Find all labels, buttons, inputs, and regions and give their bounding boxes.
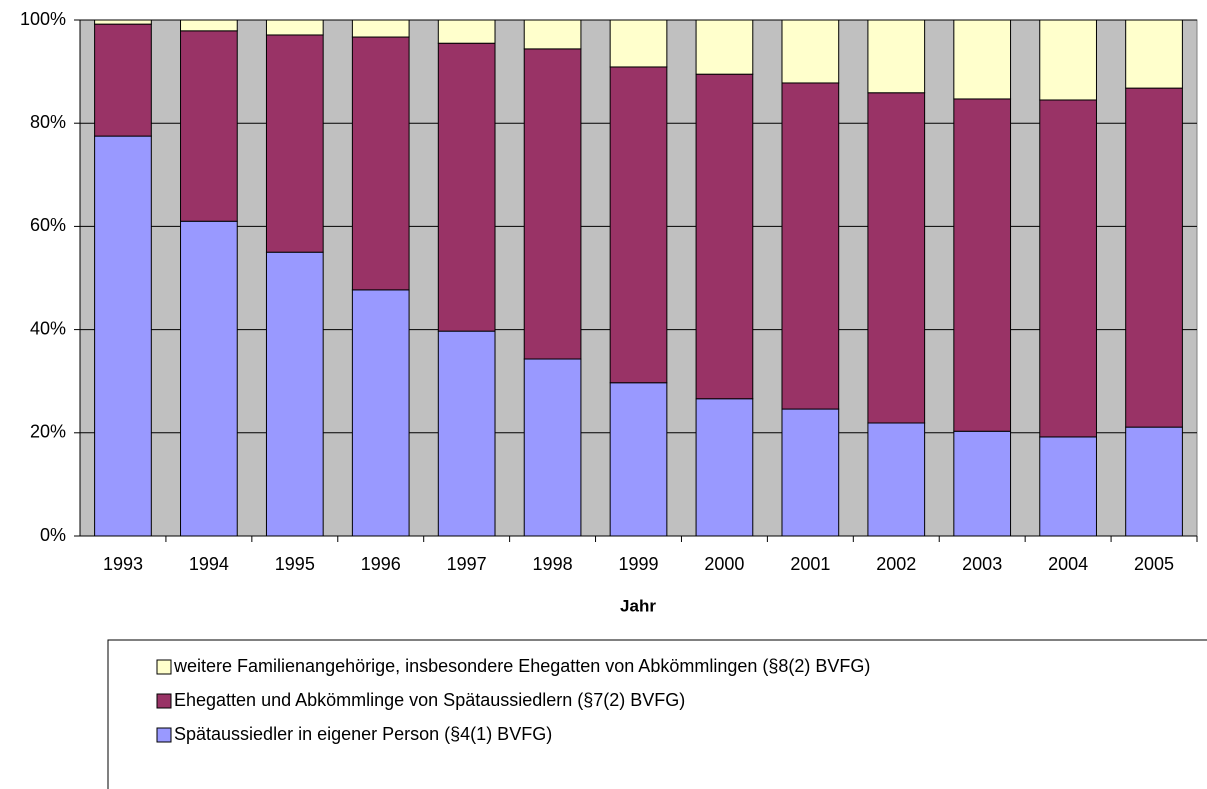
- bar-segment: [609, 382, 668, 537]
- x-tick-label: 2001: [790, 554, 830, 574]
- bar-segment: [953, 98, 1012, 432]
- bar-segment: [94, 19, 152, 25]
- bar-segment: [180, 30, 238, 222]
- x-tick-label: 1996: [361, 554, 401, 574]
- bar-segment: [351, 289, 410, 537]
- bar-segment: [351, 36, 410, 291]
- bar-segment: [609, 19, 668, 68]
- x-tick-label: 1995: [275, 554, 315, 574]
- bar-segment: [437, 330, 496, 537]
- x-tick-label: 2003: [962, 554, 1002, 574]
- bar-segment: [351, 19, 410, 38]
- y-tick-label: 20%: [30, 422, 66, 442]
- x-tick-label: 1999: [618, 554, 658, 574]
- bar-segment: [695, 73, 754, 400]
- bar-segment: [523, 48, 582, 360]
- bar-segment: [1039, 436, 1097, 537]
- bar-segment: [609, 66, 668, 384]
- x-tick-label: 2004: [1048, 554, 1088, 574]
- x-axis-title: Jahr: [620, 596, 656, 615]
- bar-segment: [953, 19, 1012, 100]
- bar-segment: [523, 358, 582, 537]
- bar-segment: [953, 430, 1012, 537]
- bar-segment: [1039, 99, 1097, 438]
- bar-segment: [94, 135, 152, 537]
- bar-segment: [265, 251, 324, 537]
- bar-segment: [1039, 19, 1097, 101]
- bar-segment: [781, 19, 840, 84]
- legend-swatch: [156, 659, 172, 675]
- bar-segment: [1125, 19, 1183, 89]
- y-tick-label: 80%: [30, 112, 66, 132]
- bar-segment: [265, 34, 324, 253]
- bar-segment: [781, 82, 840, 410]
- x-tick-label: 1993: [103, 554, 143, 574]
- bar-segment: [180, 19, 238, 32]
- bar-segment: [867, 92, 926, 424]
- legend-swatch: [156, 727, 172, 743]
- bar-segment: [695, 19, 754, 75]
- legend-label: Ehegatten und Abkömmlinge von Spätaussie…: [174, 690, 685, 710]
- x-tick-label: 2002: [876, 554, 916, 574]
- x-tick-label: 2000: [704, 554, 744, 574]
- bar-segment: [437, 42, 496, 332]
- x-tick-label: 1994: [189, 554, 229, 574]
- x-tick-label: 1997: [447, 554, 487, 574]
- x-tick-label: 2005: [1134, 554, 1174, 574]
- y-tick-label: 0%: [40, 525, 66, 545]
- legend-frame: [107, 639, 1207, 789]
- bar-segment: [867, 19, 926, 94]
- bar-segment: [94, 23, 152, 137]
- legend-swatch: [156, 693, 172, 709]
- y-tick-label: 40%: [30, 318, 66, 338]
- x-tick-label: 1998: [533, 554, 573, 574]
- bar-segment: [781, 408, 840, 537]
- bar-segment: [265, 19, 324, 36]
- bar-segment: [1125, 426, 1183, 537]
- legend-label: Spätaussiedler in eigener Person (§4(1) …: [174, 724, 552, 744]
- bar-segment: [523, 19, 582, 50]
- legend-label: weitere Familienangehörige, insbesondere…: [173, 656, 870, 676]
- bar-segment: [867, 422, 926, 537]
- y-tick-label: 100%: [20, 9, 66, 29]
- bar-segment: [180, 220, 238, 537]
- y-tick-label: 60%: [30, 215, 66, 235]
- bar-segment: [695, 398, 754, 537]
- bar-segment: [1125, 87, 1183, 428]
- bar-segment: [437, 19, 496, 44]
